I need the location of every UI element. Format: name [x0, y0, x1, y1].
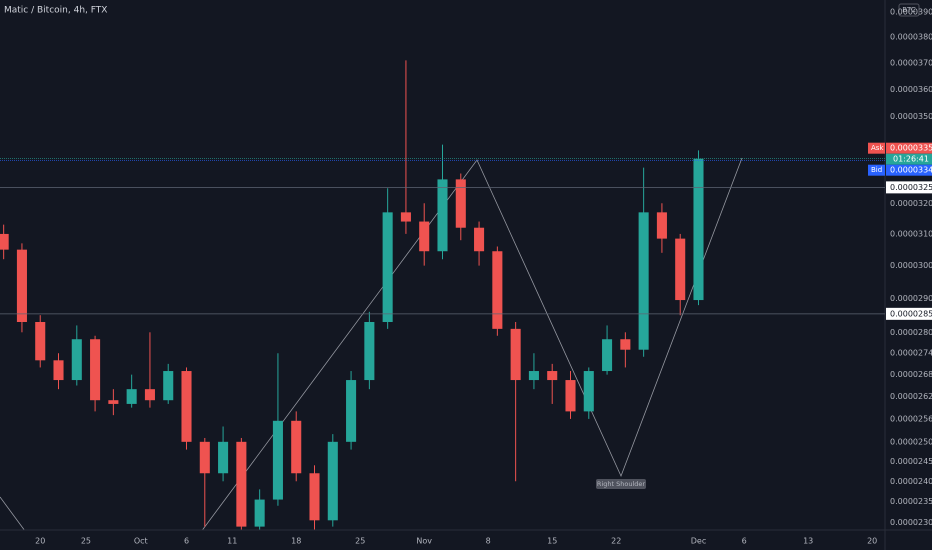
- x-tick-label: 6: [184, 537, 189, 546]
- x-tick-label: 20: [35, 537, 45, 546]
- plot: [0, 60, 704, 530]
- x-tick-label: Oct: [134, 537, 148, 546]
- candle-body: [144, 389, 155, 401]
- bid-box: [886, 164, 932, 176]
- candle-body: [71, 339, 82, 381]
- candle-body: [693, 158, 704, 301]
- candle-body: [547, 371, 558, 381]
- x-tick-label: 13: [803, 537, 813, 546]
- x-tick-label: 15: [547, 537, 557, 546]
- pattern-line: [201, 157, 743, 530]
- ask-name: Ask: [871, 144, 884, 152]
- x-tick-label: Nov: [416, 537, 432, 546]
- candle-body: [53, 360, 64, 381]
- candle-body: [272, 420, 283, 500]
- candle-body: [199, 441, 210, 474]
- candle-body: [510, 328, 521, 381]
- bid-price: 0.00003345: [890, 166, 932, 175]
- candle-body: [126, 389, 137, 404]
- candle-body: [656, 212, 667, 239]
- price-label: 0.00002854: [890, 309, 932, 318]
- candle-body: [0, 233, 9, 250]
- currency: BTC: [902, 6, 916, 14]
- candle-body: [474, 227, 485, 252]
- ask-price: 0.00003351: [890, 144, 932, 153]
- candle-body: [419, 221, 430, 252]
- bid-name: Bid: [871, 166, 882, 174]
- candle-body: [620, 339, 631, 350]
- candle-body: [602, 339, 613, 372]
- candle-body: [346, 380, 357, 442]
- x-tick-label: 25: [81, 537, 91, 546]
- candle-body: [565, 380, 576, 412]
- candle-body: [236, 441, 247, 527]
- candle-body: [16, 249, 27, 323]
- y-tick-label: 0.00002300: [890, 518, 932, 527]
- x-tick-label: 6: [742, 537, 747, 546]
- candle-body: [437, 179, 448, 252]
- x-tick-label: 20: [867, 537, 877, 546]
- candle-body: [254, 499, 265, 527]
- candle-body: [327, 441, 338, 521]
- annotation-box: [596, 479, 646, 489]
- bid-name-box: [868, 164, 885, 176]
- candle-body: [291, 420, 302, 474]
- candle-body: [492, 251, 503, 329]
- trend-lines: [0, 157, 743, 530]
- candle-body: [455, 179, 466, 228]
- candle-body: [309, 473, 320, 521]
- currency-box[interactable]: [898, 3, 920, 17]
- chart-title: Matic / Bitcoin, 4h, FTX: [4, 6, 107, 16]
- candle-body: [528, 371, 539, 381]
- price-label-box: [886, 307, 932, 320]
- trend-line: [0, 496, 25, 530]
- candle-body: [35, 322, 46, 361]
- x-tick-label: 22: [611, 537, 621, 546]
- candle-body: [90, 339, 101, 401]
- candle-body: [108, 400, 119, 404]
- x-tick-label: 11: [227, 537, 237, 546]
- candle-body: [583, 371, 594, 412]
- x-tick-label: 25: [355, 537, 365, 546]
- candle-body: [675, 238, 686, 301]
- candle-body: [400, 212, 411, 222]
- annotation: Right Shoulder: [597, 480, 645, 488]
- x-tick-label: Dec: [691, 537, 706, 546]
- countdown-box: [886, 153, 932, 165]
- ask-name-box: [868, 142, 885, 154]
- x-tick-label: 18: [291, 537, 301, 546]
- candle-body: [163, 371, 174, 401]
- candle-body: [181, 371, 192, 442]
- ask-box: [886, 142, 932, 154]
- candle-body: [638, 212, 649, 350]
- candle-body: [382, 212, 393, 323]
- candle-body: [364, 322, 375, 381]
- x-tick-label: 8: [486, 537, 491, 546]
- candle-body: [218, 441, 229, 474]
- price-label: 0.00003253: [890, 183, 932, 192]
- countdown: 01:26:41: [893, 155, 929, 164]
- price-label-box: [886, 181, 932, 194]
